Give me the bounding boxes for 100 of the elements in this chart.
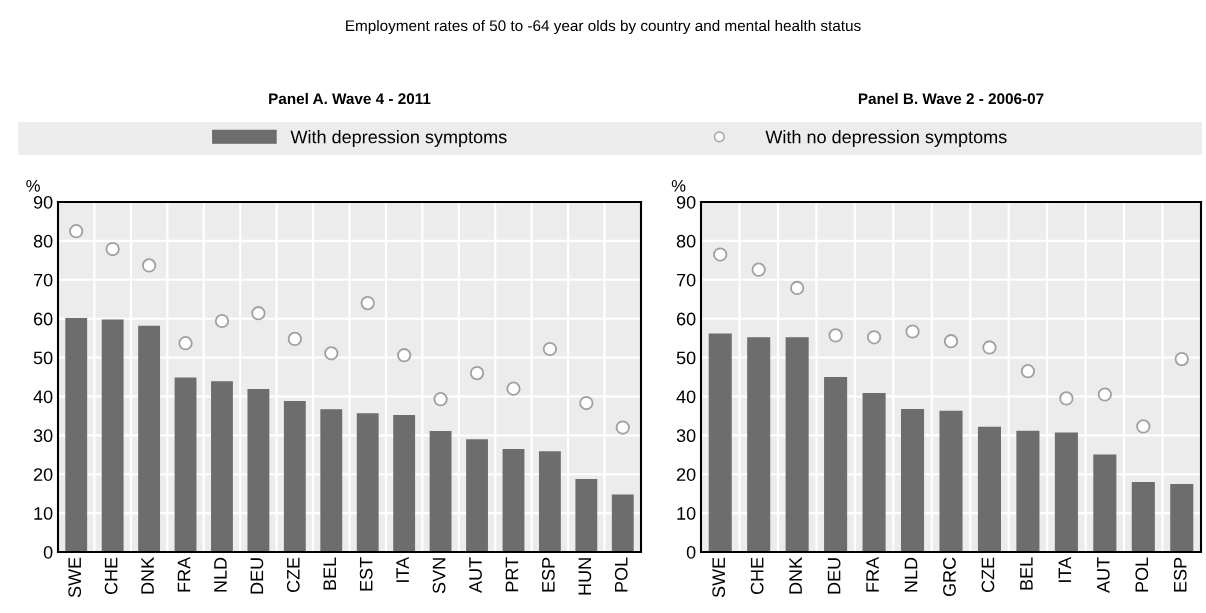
x-tick-label: ITA (1058, 556, 1072, 582)
point (1174, 351, 1189, 367)
point (287, 331, 302, 347)
x-tick-label: HUN (578, 558, 592, 595)
point (790, 280, 805, 296)
y-tick-label: 70 (676, 273, 696, 287)
bar (138, 325, 161, 552)
y-tick-label: 10 (677, 507, 696, 520)
bar (538, 451, 561, 552)
point (982, 340, 997, 355)
y-tick-label: 0 (43, 545, 53, 559)
bar (174, 377, 197, 552)
bar (939, 410, 963, 552)
bar (211, 381, 233, 552)
x-tick-label: CZE (286, 557, 300, 593)
bar (101, 319, 124, 552)
x-tick-label: FRA (177, 556, 191, 592)
x-tick-label: PRT (505, 557, 519, 592)
y-tick-label: 90 (676, 195, 696, 209)
point (1136, 419, 1151, 434)
x-tick-label: DNK (789, 557, 802, 594)
bar (65, 317, 88, 552)
y-tick-label: 0 (686, 545, 696, 559)
bar (1170, 483, 1194, 552)
bar (1054, 432, 1078, 552)
x-tick-label: NLD (904, 557, 918, 592)
y-tick-label: 40 (33, 390, 53, 404)
point (141, 258, 157, 273)
x-tick-label: CZE (981, 557, 995, 593)
bar (429, 431, 452, 552)
legend-label: With depression symptoms (290, 130, 507, 147)
bar (502, 448, 525, 552)
point (397, 348, 412, 363)
x-tick-label: ITA (396, 556, 409, 582)
point (1059, 391, 1074, 406)
point (751, 262, 766, 277)
x-tick-label: POL (614, 557, 628, 592)
x-tick-label: SWE (712, 557, 726, 598)
bar (356, 413, 379, 552)
point (105, 241, 120, 257)
point (579, 395, 594, 411)
bar (1131, 482, 1155, 552)
x-tick-label: AUT (469, 557, 482, 593)
y-axis-title: % (26, 179, 40, 192)
chart-title: Panel B. Wave 2 - 2006-07 (858, 92, 1044, 105)
y-tick-label: 70 (33, 273, 53, 287)
bar (393, 415, 416, 552)
x-tick-label: CHE (750, 557, 764, 595)
bar (320, 409, 343, 552)
point (1020, 364, 1036, 379)
bar (611, 494, 634, 552)
y-tick-label: 20 (33, 468, 53, 481)
point (469, 365, 485, 381)
y-tick-label: 60 (676, 312, 696, 326)
bar (247, 389, 270, 552)
bar (708, 333, 732, 552)
x-tick-label: SVN (432, 558, 446, 594)
bar (901, 408, 925, 552)
y-tick-label: 90 (33, 195, 53, 209)
point (251, 306, 266, 321)
x-tick-label: SWE (68, 557, 82, 598)
x-tick-label: CHE (104, 557, 118, 595)
x-tick-label: FRA (866, 556, 879, 592)
bar (747, 337, 771, 552)
point (506, 381, 521, 396)
y-tick-label: 20 (676, 468, 696, 481)
y-tick-label: 80 (33, 234, 53, 248)
point (178, 336, 193, 351)
bar (283, 401, 306, 552)
x-tick-label: GRC (943, 557, 956, 597)
x-tick-label: DNK (141, 557, 154, 594)
x-tick-label: DEU (250, 558, 264, 594)
y-tick-label: 40 (676, 390, 696, 404)
y-tick-label: 50 (676, 351, 696, 365)
y-tick-label: 30 (33, 429, 53, 443)
y-tick-label: 30 (676, 429, 696, 443)
point (866, 330, 882, 345)
point (214, 313, 230, 329)
y-tick-label: 50 (33, 351, 53, 365)
bar (977, 426, 1001, 552)
bar (1016, 430, 1040, 552)
point (542, 341, 558, 357)
x-tick-label: ESP (541, 557, 555, 592)
x-tick-label: BEL (323, 557, 336, 590)
x-tick-label: DEU (827, 558, 841, 594)
text: Employment rates of 50 to -64 year olds by country and mental health status (346, 19, 861, 35)
bar (575, 478, 598, 552)
point (713, 247, 728, 262)
point (943, 334, 959, 349)
legend-label: With no depression symptoms (765, 130, 1007, 147)
point (905, 324, 920, 339)
y-tick-label: 10 (34, 507, 53, 520)
bar (862, 392, 886, 552)
x-tick-label: POL (1135, 557, 1149, 592)
point (360, 295, 375, 311)
point (615, 420, 630, 435)
bar (1093, 454, 1117, 552)
bar (466, 439, 488, 552)
point (324, 346, 339, 361)
y-axis-title: % (671, 179, 686, 192)
